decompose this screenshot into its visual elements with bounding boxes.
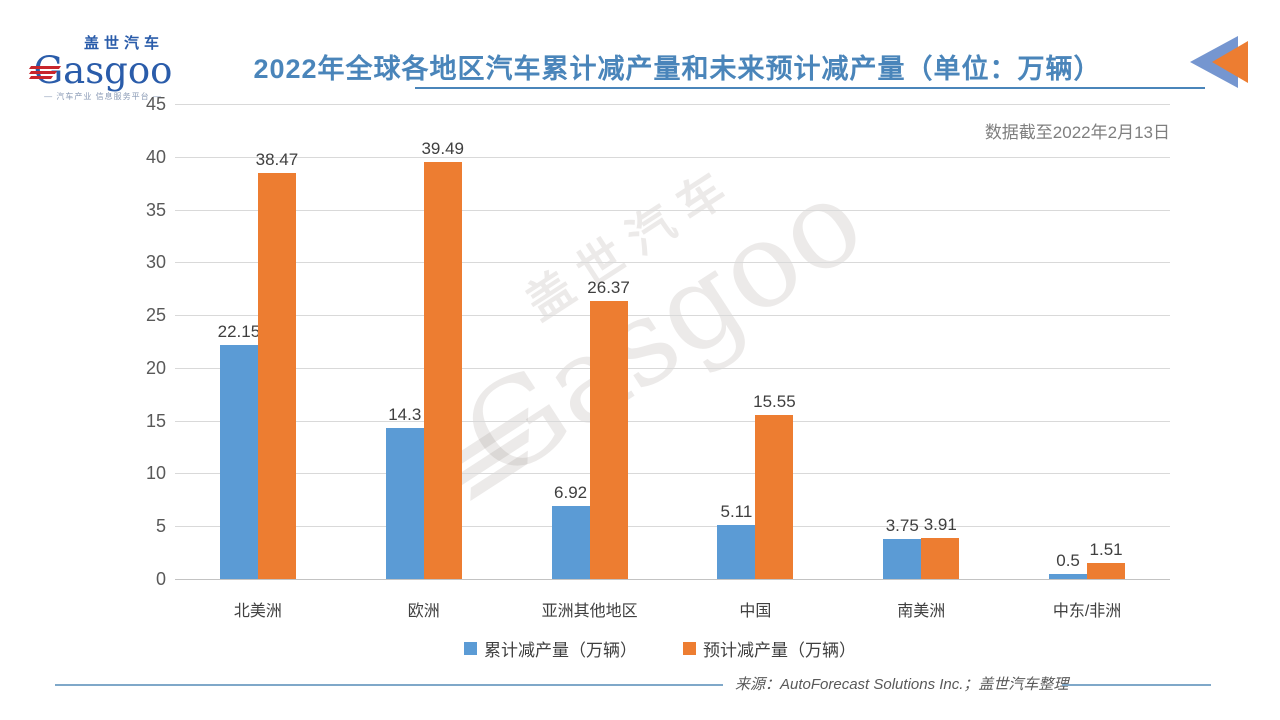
logo-chinese-text: 盖世汽车 [83, 35, 164, 52]
gasgoo-logo: 盖世汽车 Gasgoo — 汽车产业 信息服务平台 — [28, 35, 178, 102]
bar-value-label: 1.51 [1089, 540, 1123, 560]
footer-divider-left [55, 684, 723, 686]
y-tick-label: 0 [155, 569, 166, 589]
bar-value-label: 15.55 [753, 391, 796, 411]
gridline-y-20 [175, 367, 1170, 369]
data-cutoff-note: 数据截至2022年2月13日 [984, 123, 1170, 142]
bar-forecast-0 [257, 172, 296, 579]
x-axis: 北美洲 欧洲 亚洲其他地区 中国 南美洲 中东/非洲 [175, 597, 1170, 621]
bar-value-label: 5.11 [720, 502, 753, 522]
bar-forecast-4 [921, 537, 960, 579]
bar-forecast-2 [589, 300, 628, 579]
bar-forecast-5 [1087, 563, 1126, 579]
gridline-y-30 [175, 262, 1170, 264]
back-arrows-icon [1190, 36, 1248, 88]
bar-value-label: 0.5 [1056, 550, 1080, 570]
logo-wordmark: Gasgoo [28, 52, 178, 89]
y-axis: 0 5 10 15 20 25 30 35 40 45 [118, 94, 166, 589]
y-tick-label: 25 [145, 305, 166, 326]
legend-swatch-icon [464, 642, 477, 655]
x-category-label-3: 中国 [739, 603, 772, 620]
bar-value-label: 26.37 [587, 277, 630, 297]
title-underline [415, 87, 1205, 89]
legend-item-0: 累计减产量（万辆） [464, 636, 637, 661]
y-tick-label: 40 [145, 146, 166, 167]
bar-value-label: 3.91 [923, 514, 957, 534]
bar-actual-1 [385, 428, 424, 579]
gridline-y-25 [175, 315, 1170, 317]
bar-value-label: 39.49 [421, 139, 465, 159]
bar-forecast-3 [755, 414, 794, 579]
plot-area: 22.15 38.47 14.3 39.49 6.92 26.37 5.11 15.55 3.7… [175, 104, 1170, 580]
logo-wordmark-text: Gasgoo [33, 48, 173, 92]
footer-divider-right [1062, 684, 1211, 686]
logo-stripes-icon [28, 65, 62, 84]
gridline-y-35 [175, 209, 1170, 211]
x-category-label-5: 中东/非洲 [1052, 603, 1122, 620]
y-tick-label: 20 [145, 357, 166, 378]
bar-actual-2 [551, 505, 590, 579]
y-tick-label: 35 [145, 199, 166, 220]
x-category-label-0: 北美洲 [233, 603, 282, 620]
bar-value-label: 6.92 [554, 482, 588, 502]
gridline-y-10 [175, 473, 1170, 475]
legend: 累计减产量（万辆） 预计减产量（万辆） [140, 636, 1180, 661]
bar-actual-3 [717, 525, 756, 579]
bar-value-label: 14.3 [388, 405, 422, 425]
source-text: 来源：AutoForecast Solutions Inc.；盖世汽车整理 [735, 676, 1069, 693]
y-tick-label: 10 [145, 463, 166, 484]
x-category-label-4: 南美洲 [897, 603, 946, 620]
y-tick-label: 5 [155, 516, 166, 537]
gridline-y-5 [175, 526, 1170, 528]
bar-value-label: 3.75 [885, 516, 919, 536]
bar-actual-4 [883, 539, 922, 579]
gridline-y-0 [175, 579, 1170, 580]
logo-tagline: — 汽车产业 信息服务平台 — [44, 91, 162, 101]
gridline-y-15 [175, 420, 1170, 422]
bar-value-label: 22.15 [217, 322, 261, 342]
y-tick-label: 15 [145, 410, 166, 431]
gridline-y-45 [175, 104, 1170, 105]
page-title: 2022年全球各地区汽车累计减产量和未来预计减产量（单位：万辆） [253, 54, 1102, 84]
x-category-label-1: 欧洲 [407, 603, 440, 620]
bar-value-label: 38.47 [255, 149, 299, 169]
legend-item-1: 预计减产量（万辆） [683, 636, 856, 661]
gridline-y-40 [175, 156, 1170, 158]
y-tick-label: 30 [145, 252, 166, 273]
bar-actual-5 [1049, 573, 1088, 579]
legend-swatch-icon [683, 642, 696, 655]
legend-label: 累计减产量（万辆） [484, 641, 637, 660]
bar-actual-0 [219, 345, 258, 579]
legend-label: 预计减产量（万辆） [703, 641, 856, 660]
bar-forecast-1 [423, 162, 462, 579]
y-tick-label: 45 [145, 94, 166, 114]
x-category-label-2: 亚洲其他地区 [541, 603, 638, 620]
